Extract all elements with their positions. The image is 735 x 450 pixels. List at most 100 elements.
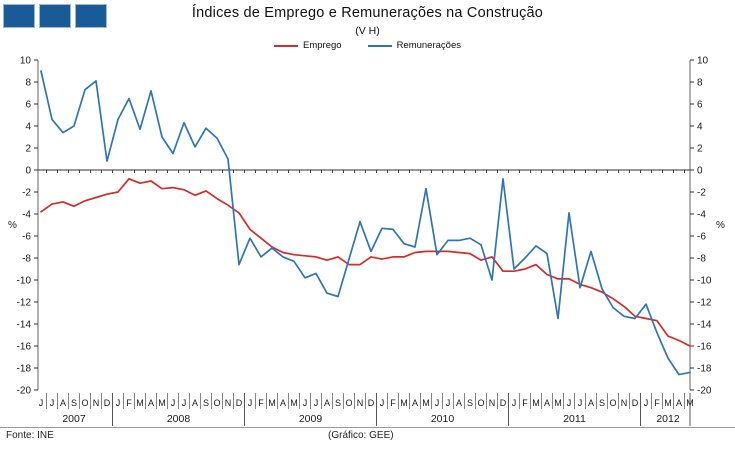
- month-tick-label: S: [467, 398, 473, 408]
- series-line-remuneracoes: [40, 70, 691, 376]
- month-tick-label: M: [554, 398, 562, 408]
- month-tick-label: J: [578, 398, 583, 408]
- month-tick-label: S: [335, 398, 341, 408]
- month-tick-label: J: [116, 398, 121, 408]
- year-label: 2011: [563, 413, 586, 425]
- month-tick-label: F: [522, 398, 528, 408]
- chart-title: Índices de Emprego e Remunerações na Con…: [191, 5, 544, 21]
- year-label: 2007: [62, 413, 86, 425]
- month-tick-label: N: [357, 398, 364, 408]
- month-tick-label: O: [477, 398, 484, 408]
- month-tick-label: N: [489, 398, 496, 408]
- month-tick-label: A: [60, 398, 66, 408]
- month-tick-label: J: [50, 398, 55, 408]
- month-tick-label: F: [258, 398, 264, 408]
- logo-square: [39, 4, 71, 28]
- month-tick-label: M: [136, 398, 144, 408]
- month-tick-label: A: [280, 398, 286, 408]
- month-tick-label: D: [368, 398, 375, 408]
- y-axis-tick-label-right: 4: [697, 122, 703, 133]
- month-tick-label: M: [158, 398, 166, 408]
- y-axis-tick-label-left: -10: [17, 276, 32, 287]
- y-axis-tick-label-left: -2: [22, 188, 31, 199]
- legend-item-remuneracoes: Remunerações: [367, 40, 461, 51]
- month-tick-label: O: [609, 398, 616, 408]
- legend: Emprego Remunerações: [0, 40, 735, 51]
- month-tick-label: J: [303, 398, 308, 408]
- emprego-line-swatch: [274, 44, 298, 47]
- year-label: 2012: [656, 413, 680, 425]
- month-tick-label: J: [644, 398, 649, 408]
- y-axis-tick-label-left: -8: [22, 254, 31, 265]
- y-axis-tick-label-right: -20: [697, 386, 712, 397]
- legend-label-emprego: Emprego: [303, 40, 342, 51]
- month-tick-label: A: [544, 398, 550, 408]
- y-axis-tick-label-left: -12: [17, 298, 32, 309]
- y-axis-tick-label-right: -4: [697, 210, 706, 221]
- month-tick-label: J: [567, 398, 572, 408]
- month-tick-label: N: [93, 398, 100, 408]
- month-tick-label: M: [268, 398, 276, 408]
- y-axis-title-right: %: [716, 220, 725, 231]
- y-axis-tick-label-right: -18: [697, 364, 712, 375]
- y-axis-tick-label-right: 6: [697, 100, 703, 111]
- y-axis-tick-label-left: 6: [25, 100, 31, 111]
- logo-square: [75, 4, 107, 28]
- source-note: Fonte: INE: [6, 430, 54, 441]
- month-tick-label: J: [171, 398, 176, 408]
- y-axis-tick-label-right: 8: [697, 78, 703, 89]
- month-tick-label: S: [203, 398, 209, 408]
- month-tick-label: M: [400, 398, 408, 408]
- y-axis-tick-label-right: -14: [697, 320, 712, 331]
- month-tick-label: O: [213, 398, 220, 408]
- legend-item-emprego: Emprego: [274, 40, 342, 51]
- credit-note: (Gráfico: GEE): [328, 430, 394, 441]
- logo: [3, 4, 107, 28]
- month-tick-label: J: [512, 398, 517, 408]
- month-tick-label: A: [324, 398, 330, 408]
- month-tick-label: A: [588, 398, 594, 408]
- y-axis-tick-label-left: 0: [25, 166, 31, 177]
- month-tick-label: J: [182, 398, 187, 408]
- month-tick-label: J: [435, 398, 440, 408]
- y-axis-tick-label-right: -12: [697, 298, 712, 309]
- y-axis-tick-label-left: -18: [17, 364, 32, 375]
- y-axis-tick-label-right: -8: [697, 254, 706, 265]
- month-tick-label: A: [412, 398, 418, 408]
- month-tick-label: M: [532, 398, 540, 408]
- y-axis-tick-label-right: -6: [697, 232, 706, 243]
- y-axis-tick-label-right: 10: [697, 56, 709, 67]
- y-axis-tick-label-left: 8: [25, 78, 31, 89]
- y-axis-tick-label-right: -10: [697, 276, 712, 287]
- month-tick-label: A: [148, 398, 154, 408]
- y-axis-tick-label-left: -4: [22, 210, 31, 221]
- month-tick-label: J: [314, 398, 319, 408]
- logo-square: [3, 4, 35, 28]
- month-tick-label: J: [248, 398, 253, 408]
- chart-subtitle: (V H): [355, 25, 380, 37]
- month-tick-label: A: [192, 398, 198, 408]
- year-label: 2009: [299, 413, 323, 425]
- y-axis-tick-label-left: -14: [17, 320, 32, 331]
- y-axis-title-left: %: [8, 220, 17, 231]
- month-tick-label: O: [81, 398, 88, 408]
- month-tick-label: F: [390, 398, 396, 408]
- month-tick-label: D: [500, 398, 507, 408]
- y-axis-tick-label-right: -2: [697, 188, 706, 199]
- month-tick-label: D: [632, 398, 639, 408]
- y-axis-tick-label-right: 2: [697, 144, 703, 155]
- month-tick-label: J: [446, 398, 451, 408]
- y-axis-tick-label-left: 10: [20, 56, 32, 67]
- month-tick-label: S: [599, 398, 605, 408]
- series-line-emprego: [40, 177, 691, 347]
- y-axis-tick-label-left: 2: [25, 144, 31, 155]
- month-tick-label: D: [236, 398, 243, 408]
- y-axis-tick-label-left: 4: [25, 122, 31, 133]
- month-tick-label: M: [664, 398, 672, 408]
- y-axis-tick-label-left: -16: [17, 342, 32, 353]
- month-tick-label: A: [456, 398, 462, 408]
- y-axis-tick-label-left: -20: [17, 386, 32, 397]
- remuneracoes-line-swatch: [367, 44, 392, 47]
- month-tick-label: S: [71, 398, 77, 408]
